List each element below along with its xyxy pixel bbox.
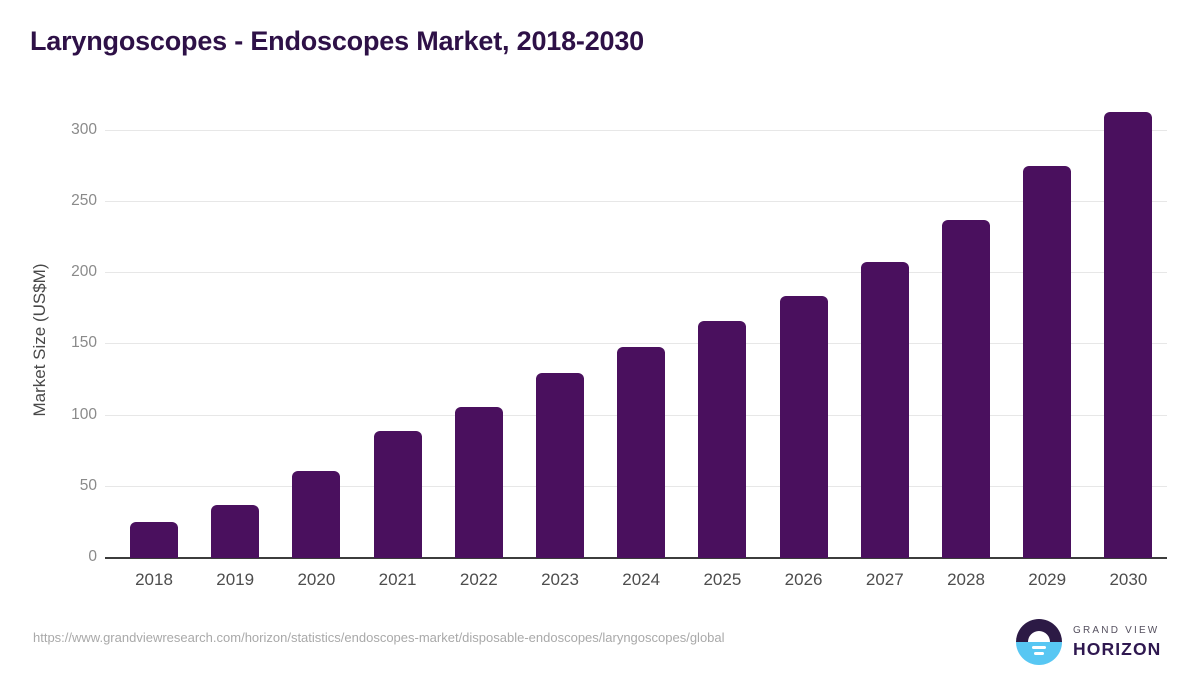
gridline-300 <box>105 129 1167 131</box>
y-tick-label-100: 100 <box>71 405 97 423</box>
x-tick-label-2030: 2030 <box>1109 570 1148 589</box>
x-tick-label-2029: 2029 <box>1028 570 1067 589</box>
y-tick-label-0: 0 <box>88 548 97 565</box>
x-tick-label-2025: 2025 <box>703 570 742 589</box>
y-tick-label-200: 200 <box>71 263 97 280</box>
x-axis-line <box>105 557 1167 559</box>
gridline-200 <box>105 272 1167 273</box>
bar-2026 <box>779 295 828 558</box>
x-axis-tick-labels: 2018 2019 2020 2021 2022 2023 2024 2025 2026 2027… <box>105 570 1167 594</box>
logo-reflection-dash <box>1034 652 1044 655</box>
x-tick-label-2020: 2020 <box>297 570 336 589</box>
y-tick-label-300: 300 <box>71 120 97 138</box>
x-tick-label-2019: 2019 <box>216 570 255 589</box>
logo-text: GRAND VIEW HORIZON <box>1073 625 1161 660</box>
horizon-sun-icon <box>1016 619 1062 665</box>
x-tick-label-2024: 2024 <box>622 570 661 589</box>
y-axis-tick-labels: 0 50 100 150 200 250 300 <box>0 102 97 566</box>
source-url: https://www.grandviewresearch.com/horizo… <box>33 630 725 645</box>
x-tick-label-2023: 2023 <box>541 570 579 589</box>
bar-2019 <box>211 505 260 558</box>
plot-area <box>105 102 1167 559</box>
bar-2018 <box>130 522 178 558</box>
bar-2021 <box>373 431 422 558</box>
logo-reflection-dash <box>1032 646 1046 649</box>
bar-2028 <box>942 220 990 558</box>
chart-title: Laryngoscopes - Endoscopes Market, 2018-… <box>30 26 644 56</box>
bar-2023 <box>536 372 584 558</box>
bar-2022 <box>454 406 503 558</box>
bar-2025 <box>698 321 747 558</box>
x-tick-label-2021: 2021 <box>378 570 417 589</box>
gridline-150 <box>105 343 1167 345</box>
logo-text-horizon: HORIZON <box>1073 638 1162 659</box>
bar-2024 <box>617 347 666 558</box>
x-tick-label-2018: 2018 <box>135 570 173 589</box>
bar-2020 <box>292 471 341 558</box>
x-tick-label-2027: 2027 <box>865 570 904 589</box>
x-tick-label-2026: 2026 <box>784 570 823 589</box>
gridline-250 <box>105 200 1167 202</box>
y-tick-label-250: 250 <box>71 191 97 209</box>
x-tick-label-2022: 2022 <box>459 570 498 589</box>
y-tick-label-50: 50 <box>79 476 97 494</box>
bar-2027 <box>860 261 909 558</box>
logo-sun-shape <box>1028 631 1050 642</box>
bar-2029 <box>1023 166 1072 558</box>
bar-2030 <box>1104 111 1153 558</box>
y-tick-label-150: 150 <box>71 334 97 352</box>
grand-view-horizon-logo: GRAND VIEW HORIZON <box>1016 618 1161 666</box>
logo-text-grand-view: GRAND VIEW <box>1073 624 1160 636</box>
x-tick-label-2028: 2028 <box>947 570 985 589</box>
logo-sky-half <box>1016 619 1062 642</box>
